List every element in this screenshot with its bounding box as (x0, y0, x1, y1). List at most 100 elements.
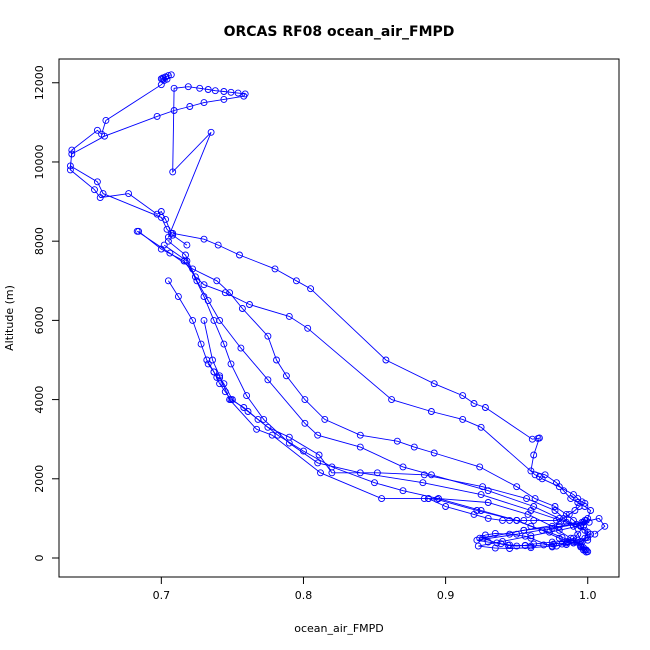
data-point (570, 522, 577, 530)
data-point (433, 495, 441, 503)
y-tick-label: 2000 (33, 465, 46, 493)
data-point (577, 542, 585, 550)
data-point (558, 533, 566, 541)
data-point (477, 507, 485, 514)
data-point (157, 81, 165, 89)
data-point (254, 415, 262, 423)
series-line (136, 230, 589, 547)
data-point (506, 530, 514, 538)
data-point (382, 356, 390, 364)
data-point (555, 522, 563, 530)
data-point (189, 265, 197, 273)
x-tick-label: 1.0 (579, 589, 597, 602)
data-point (476, 463, 484, 471)
data-point (562, 518, 570, 526)
data-point (587, 507, 595, 514)
data-point (585, 518, 593, 526)
data-point (595, 514, 603, 522)
data-point (264, 423, 272, 431)
data-point (513, 530, 521, 538)
data-point (174, 293, 182, 301)
data-point (264, 332, 272, 340)
data-point (538, 526, 546, 534)
data-point (551, 507, 559, 514)
data-point (271, 265, 279, 273)
data-point (268, 431, 276, 439)
data-point (66, 162, 74, 170)
data-point (513, 483, 521, 491)
data-point (419, 479, 427, 487)
data-point (484, 514, 492, 522)
data-point (567, 534, 575, 542)
data-point (200, 281, 208, 289)
data-point (574, 499, 582, 506)
x-tick-label: 0.8 (295, 589, 313, 602)
data-point (220, 88, 228, 95)
data-point (102, 116, 110, 124)
x-axis: 0.7 0.8 0.9 1.0 (153, 576, 597, 602)
y-tick-label: 8000 (33, 227, 46, 255)
series-line (207, 363, 587, 551)
data-point (430, 449, 438, 457)
data-point (66, 166, 74, 174)
data-point (399, 463, 407, 471)
data-point (285, 433, 293, 441)
data-point (473, 507, 481, 514)
data-point (435, 495, 442, 503)
data-point (186, 103, 194, 110)
data-point (282, 372, 290, 380)
data-point (243, 392, 251, 400)
data-point (200, 99, 208, 107)
data-point (442, 503, 450, 510)
data-point (570, 491, 577, 499)
data-point (506, 545, 514, 552)
data-point (164, 237, 172, 245)
series-points (66, 71, 609, 556)
data-point (133, 227, 141, 235)
data-point (479, 483, 487, 491)
data-point (253, 425, 261, 433)
data-point (459, 415, 467, 423)
data-point (531, 495, 539, 503)
data-point (93, 126, 101, 134)
data-point (527, 532, 535, 540)
data-point (474, 542, 482, 550)
data-point (220, 340, 228, 348)
data-point (513, 542, 521, 550)
data-point (317, 469, 324, 477)
data-point (226, 289, 234, 297)
data-point (530, 516, 538, 524)
data-point (166, 249, 174, 257)
data-point (99, 190, 107, 198)
data-point (393, 437, 401, 445)
data-point (420, 495, 428, 503)
data-point (236, 251, 243, 259)
data-point (314, 459, 322, 467)
data-point (169, 231, 177, 239)
data-point (582, 546, 590, 554)
series-lines (69, 74, 606, 553)
data-point (211, 87, 219, 95)
data-point (183, 257, 191, 265)
data-point (484, 538, 492, 546)
data-point (214, 241, 222, 249)
data-point (153, 112, 161, 120)
data-point (356, 469, 364, 477)
data-point (538, 475, 546, 483)
y-axis-label: Altitude (m) (3, 285, 16, 351)
data-point (162, 215, 170, 223)
data-point (200, 293, 208, 301)
data-point (410, 443, 418, 451)
data-point (68, 150, 76, 158)
data-point (427, 408, 435, 415)
data-point (197, 340, 205, 348)
data-point (581, 516, 589, 524)
data-point (207, 128, 215, 136)
data-point (560, 487, 568, 495)
series-line (138, 230, 589, 552)
data-point (328, 469, 336, 477)
data-point (169, 168, 177, 176)
data-point (506, 541, 514, 549)
data-point (184, 83, 192, 91)
data-point (555, 526, 563, 534)
